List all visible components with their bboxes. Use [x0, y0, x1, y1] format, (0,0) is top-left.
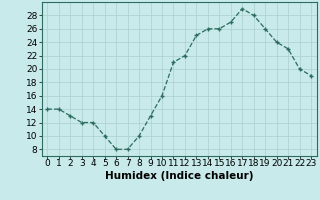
X-axis label: Humidex (Indice chaleur): Humidex (Indice chaleur) [105, 171, 253, 181]
